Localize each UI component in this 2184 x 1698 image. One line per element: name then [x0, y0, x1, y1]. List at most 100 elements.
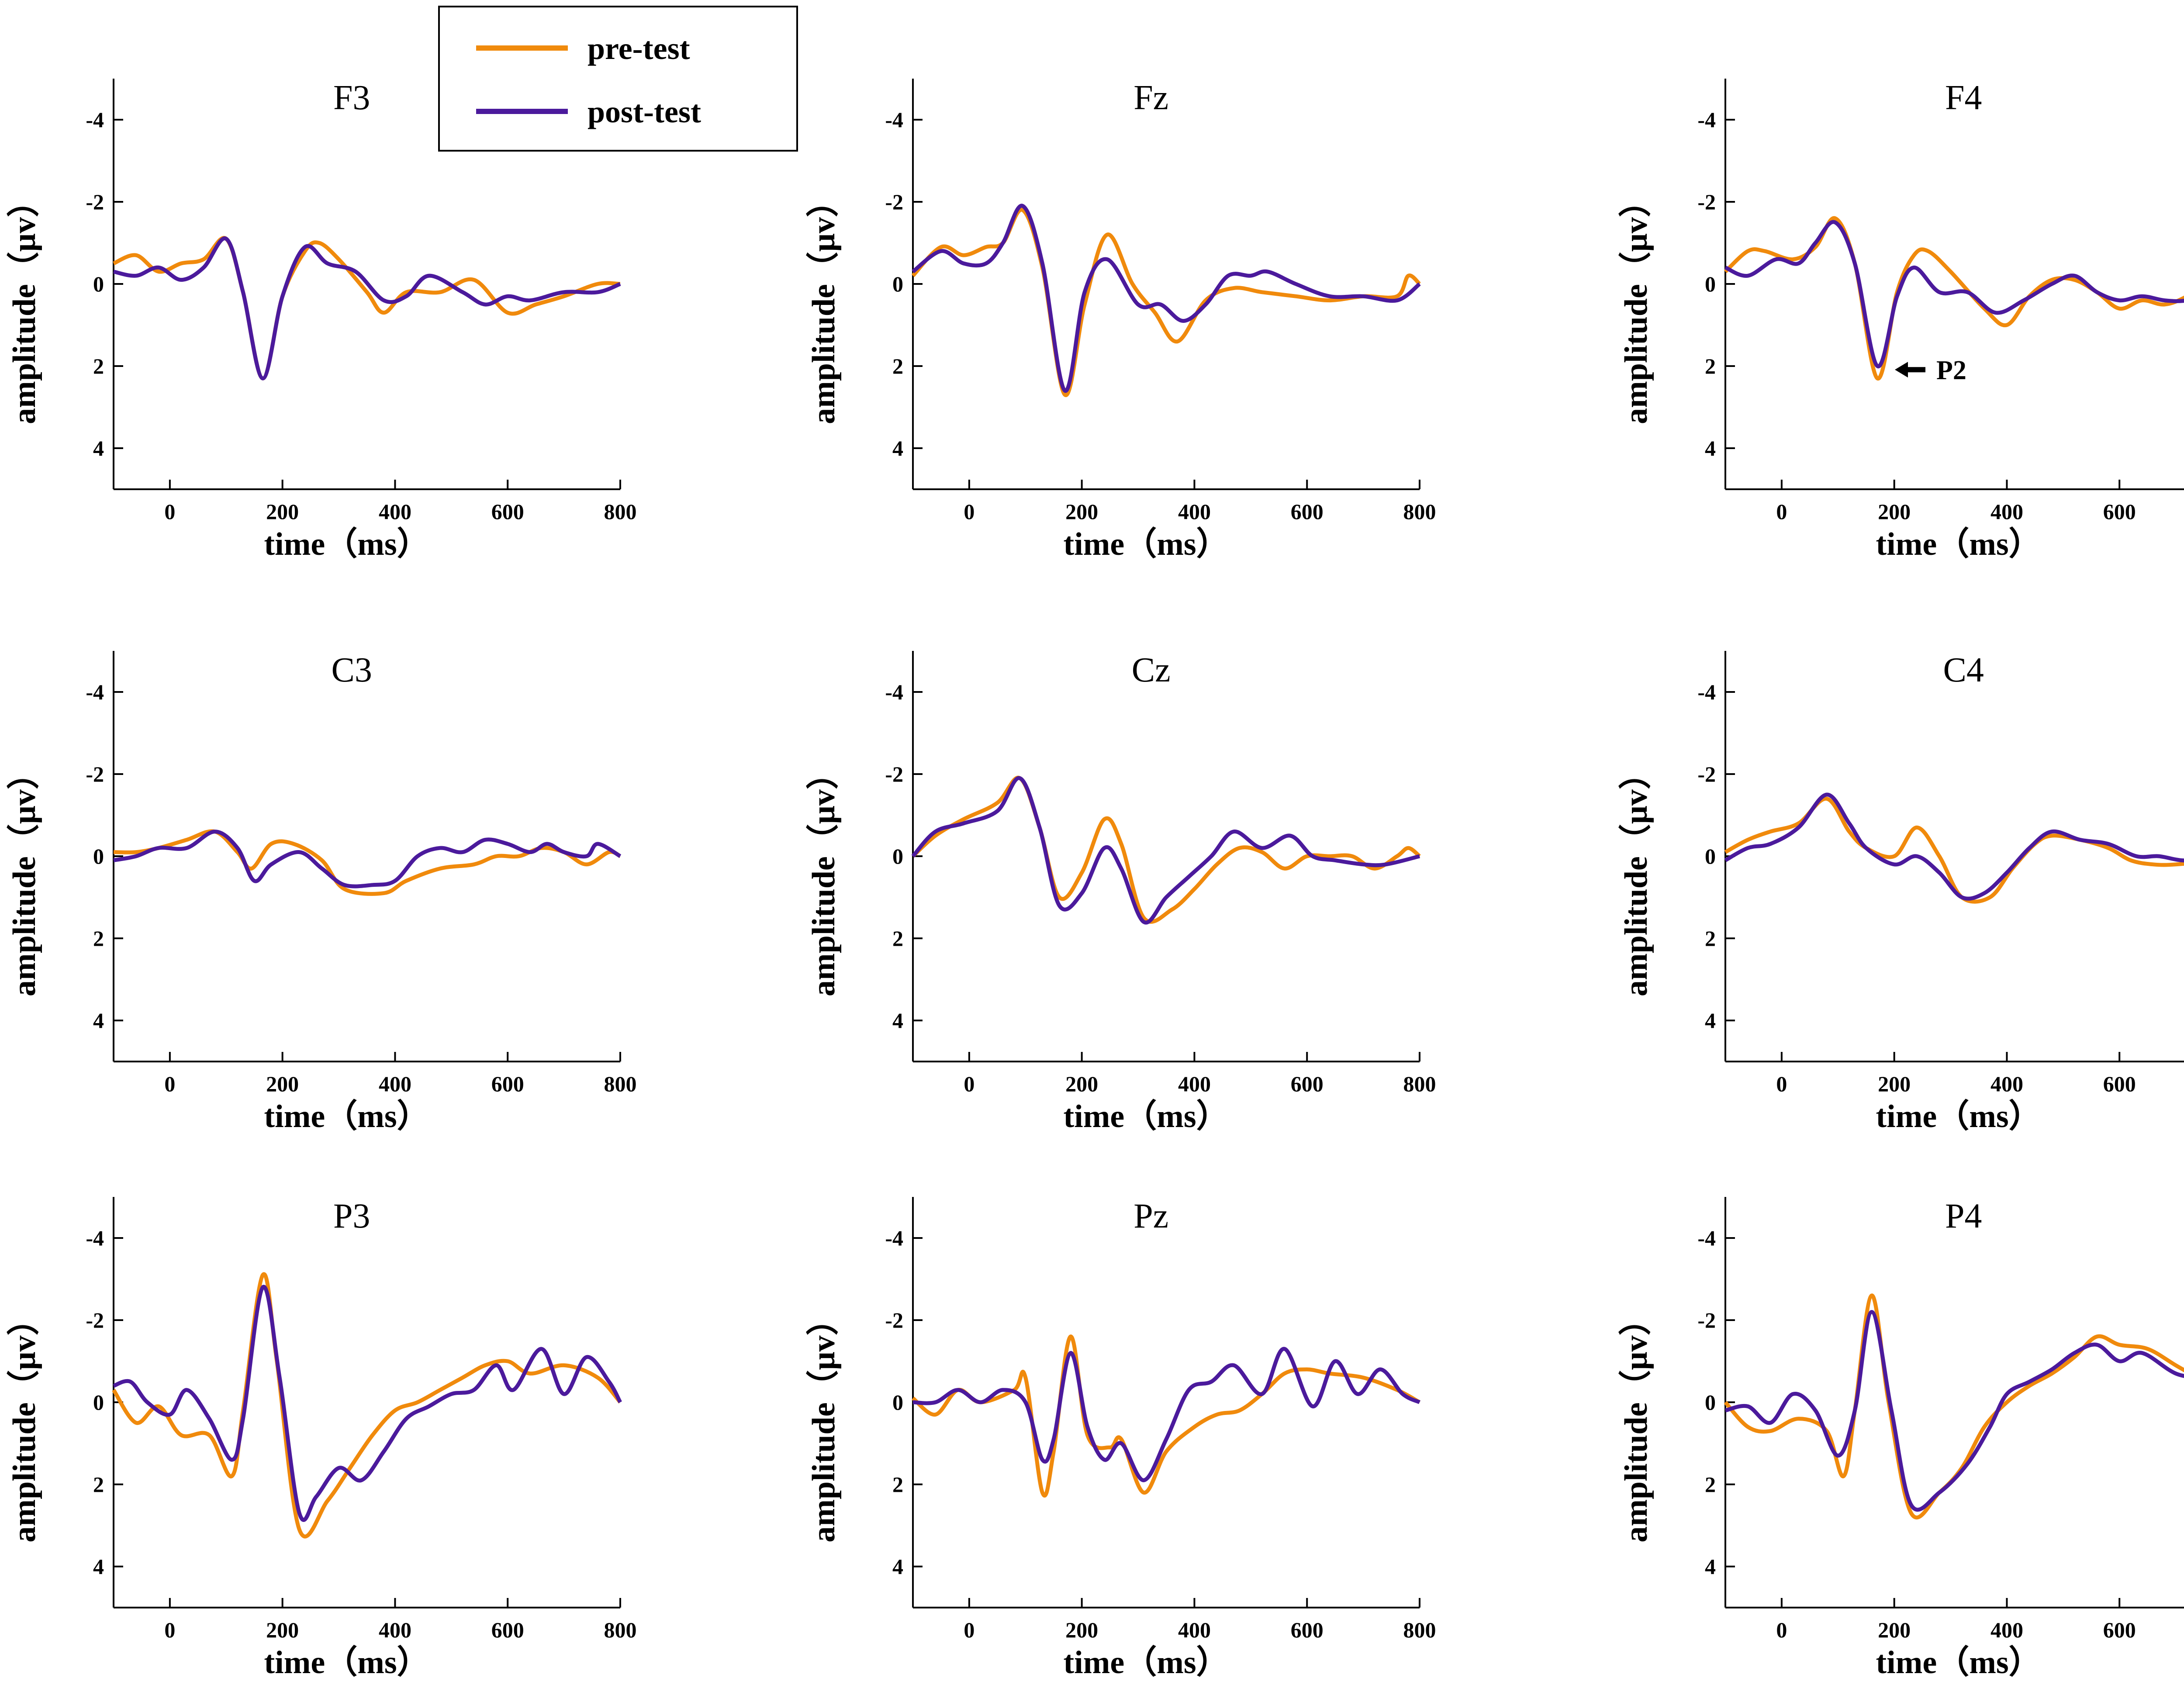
panel-title: C4 [1943, 651, 1984, 689]
y-axis-label: amplitude（μv） [806, 1303, 842, 1542]
x-tick-label: 0 [964, 1618, 975, 1642]
y-tick-label: 4 [892, 1554, 903, 1579]
panel-f3: -4 -2 0 2 4 0 200 400 600 800 F3 time（ms） amplitude（… [7, 79, 637, 562]
panel-title: Pz [1133, 1197, 1168, 1235]
x-tick-label: 800 [1403, 499, 1436, 524]
x-tick-label: 0 [164, 499, 175, 524]
series-post-test [113, 236, 621, 380]
x-tick-label: 400 [379, 1072, 411, 1096]
x-tick-label: 200 [1065, 1618, 1098, 1642]
y-tick-label: -2 [1697, 190, 1716, 214]
x-tick-label: 200 [1878, 1072, 1911, 1096]
y-tick-label: 4 [892, 1008, 903, 1033]
x-tick-label: 800 [604, 1618, 637, 1642]
panel-c4: -4-20240200400600800C4time（ms）amplitude（… [1618, 651, 2184, 1134]
x-tick-label: 0 [964, 1072, 975, 1096]
y-tick-label: -4 [1697, 680, 1716, 704]
y-tick-label: 0 [1705, 272, 1716, 296]
y-axis-label: amplitude（μv） [806, 185, 842, 424]
y-tick-label: 0 [93, 272, 104, 296]
x-tick-label: 0 [1776, 1072, 1787, 1096]
series-pre-test [1724, 216, 2184, 380]
y-tick-label: -2 [86, 1308, 104, 1332]
y-tick-label: 0 [93, 1390, 104, 1414]
x-tick-label: 600 [491, 499, 524, 524]
panel-title: C3 [332, 651, 372, 689]
x-tick-label: 0 [164, 1618, 175, 1642]
y-tick-label: -4 [1697, 1226, 1716, 1250]
panel-title: F3 [333, 79, 370, 117]
x-tick-label: 800 [1403, 1618, 1436, 1642]
y-axis-label: amplitude（μv） [1618, 1303, 1654, 1542]
x-tick-label: 600 [491, 1072, 524, 1096]
y-axis-label: amplitude（μv） [7, 185, 42, 424]
x-tick-label: 200 [1065, 499, 1098, 524]
series-post-test [912, 204, 1421, 393]
y-axis-label: amplitude（μv） [7, 757, 42, 996]
y-tick-label: -4 [86, 680, 104, 704]
y-tick-label: 4 [93, 1008, 104, 1033]
y-tick-label: -2 [86, 762, 104, 786]
x-tick-label: 600 [1291, 1072, 1324, 1096]
series-post-test [1724, 1310, 2184, 1512]
series-post-test [1724, 792, 2184, 901]
y-tick-label: 2 [1705, 926, 1716, 951]
y-tick-label: 2 [892, 1472, 903, 1497]
y-tick-label: -4 [86, 107, 104, 132]
x-tick-label: 0 [964, 499, 975, 524]
y-tick-label: 0 [892, 272, 903, 296]
y-tick-label: 2 [892, 926, 903, 951]
x-tick-label: 400 [1178, 1072, 1211, 1096]
x-tick-label: 0 [164, 1072, 175, 1096]
x-axis-label: time（ms） [1064, 1645, 1229, 1681]
y-tick-label: -4 [1697, 107, 1716, 132]
y-tick-label: 2 [892, 354, 903, 378]
panel-f4: -4-20240200400600800F4time（ms）amplitude（… [1618, 79, 2184, 562]
legend: pre-test post-test [438, 6, 798, 152]
x-tick-label: 200 [266, 1072, 299, 1096]
series-pre-test [113, 236, 621, 380]
legend-box [438, 6, 798, 152]
y-tick-label: -4 [885, 680, 903, 704]
series-pre-test [1724, 796, 2184, 904]
y-tick-label: -2 [885, 762, 903, 786]
panel-c3: -4 -2 0 2 4 0 200 400 600 800 C3 time（ms） amplitude（… [7, 651, 637, 1134]
p2-arrow-icon [1895, 362, 1925, 378]
x-axis-label: time（ms） [1876, 1645, 2041, 1681]
legend-label-post: post-test [587, 94, 701, 129]
x-tick-label: 0 [1776, 499, 1787, 524]
series-pre-test [912, 1335, 1421, 1498]
x-tick-label: 600 [2103, 1072, 2136, 1096]
y-tick-label: 2 [1705, 354, 1716, 378]
panel-p4: -4-20240200400600800P4time（ms）amplitude（… [1618, 1197, 2184, 1681]
y-tick-label: 2 [93, 1472, 104, 1497]
y-tick-label: -4 [885, 107, 903, 132]
legend-label-pre: pre-test [587, 31, 690, 66]
y-tick-label: 0 [892, 844, 903, 868]
series-post-test [113, 1285, 622, 1522]
y-axis-label: amplitude（μv） [7, 1303, 42, 1542]
x-axis-label: time（ms） [1876, 1099, 2041, 1134]
series-post-test [911, 776, 1420, 925]
x-axis-label: time（ms） [1064, 1099, 1229, 1134]
x-tick-label: 200 [266, 1618, 299, 1642]
series-post-test [113, 830, 622, 889]
x-axis-label: time（ms） [1876, 526, 2041, 562]
x-tick-label: 600 [2103, 499, 2136, 524]
panel-title: F4 [1945, 79, 1982, 117]
x-tick-label: 600 [1291, 1618, 1324, 1642]
y-tick-label: -2 [1697, 762, 1716, 786]
x-tick-label: 400 [379, 1618, 411, 1642]
y-axis-label: amplitude（μv） [1618, 757, 1654, 996]
y-tick-label: 0 [892, 1390, 903, 1414]
x-tick-label: 600 [2103, 1618, 2136, 1642]
x-tick-label: 200 [1878, 499, 1911, 524]
series-post-test [1724, 220, 2184, 369]
y-axis-label: amplitude（μv） [1618, 185, 1654, 424]
x-tick-label: 600 [491, 1618, 524, 1642]
y-tick-label: 4 [93, 1554, 104, 1579]
y-tick-label: 2 [93, 926, 104, 951]
x-axis-label: time（ms） [264, 1099, 429, 1134]
series-post-test [912, 1347, 1420, 1483]
